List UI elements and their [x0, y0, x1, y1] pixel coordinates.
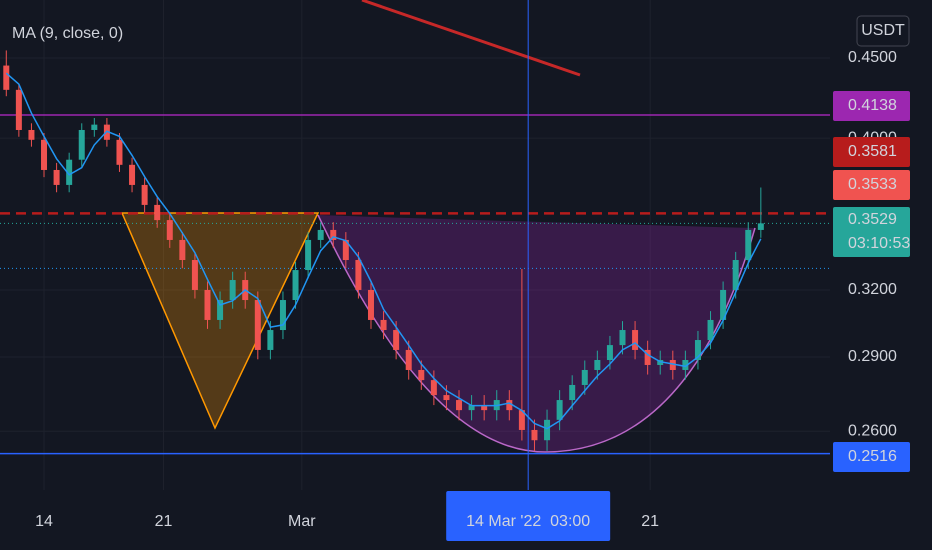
price-tag — [833, 137, 910, 167]
price-tag-label: 0.4138 — [848, 97, 897, 114]
countdown-label: 03:10:53 — [848, 235, 910, 252]
currency-button[interactable] — [856, 15, 910, 47]
candle-body — [317, 229, 324, 240]
candle-body — [531, 429, 538, 441]
candle-body — [405, 349, 412, 370]
candle-body — [191, 260, 198, 290]
candle-body — [179, 239, 186, 261]
candle-body — [581, 369, 588, 385]
candle-body — [669, 360, 676, 370]
candle-body — [745, 229, 752, 261]
candle-body — [606, 345, 613, 361]
candle-body — [28, 129, 35, 140]
candle-body — [556, 400, 563, 420]
candle-body — [279, 300, 286, 331]
candle-body — [518, 410, 525, 430]
candle-body — [154, 204, 161, 221]
y-tick-label: 0.2600 — [848, 422, 897, 439]
candle-body — [380, 319, 387, 331]
candle-body — [330, 229, 337, 240]
candle-body — [78, 129, 85, 160]
ma-line — [5, 72, 762, 430]
candle-body — [267, 330, 274, 350]
candle-body — [632, 330, 639, 350]
candle-body — [41, 139, 48, 170]
plot — [0, 0, 830, 490]
candle-body — [619, 330, 626, 346]
candle-body — [229, 280, 236, 301]
candle-body — [166, 220, 173, 240]
candle-body — [430, 380, 437, 396]
price-tag — [833, 207, 910, 257]
candle-body — [292, 270, 299, 301]
trend-line — [361, 0, 581, 77]
price-tag-label: 0.3529 — [848, 211, 897, 228]
indicator-title: MA (9, close, 0) — [12, 25, 123, 42]
price-tag-label: 0.2516 — [848, 448, 897, 465]
candle-body — [644, 349, 651, 365]
candle-body — [732, 260, 739, 290]
candle-body — [204, 289, 211, 320]
y-tick-label: 0.4500 — [848, 49, 897, 66]
candle-body — [342, 239, 349, 261]
candle-body — [367, 289, 374, 320]
candle-body — [594, 360, 601, 370]
x-tick-label: Mar — [288, 513, 316, 530]
candle-body — [116, 139, 123, 165]
candle-body — [694, 340, 701, 361]
candle-body — [569, 384, 576, 401]
price-tag — [833, 91, 910, 121]
price-tag — [833, 442, 910, 472]
candle-body — [657, 360, 664, 365]
x-tick-label: 21 — [641, 513, 659, 530]
candle-body — [393, 330, 400, 350]
y-tick-label: 0.3200 — [848, 281, 897, 298]
candle-body — [141, 184, 148, 205]
crosshair-tag — [446, 491, 611, 541]
candle-body — [481, 405, 488, 411]
candle-body — [254, 300, 261, 350]
candle-body — [443, 395, 450, 401]
candle-body — [91, 124, 98, 130]
candle-body — [53, 169, 60, 185]
candle-body — [66, 159, 73, 185]
x-tick-label: 14 — [35, 513, 53, 530]
candle-body — [3, 65, 10, 90]
candle-body — [468, 405, 475, 411]
candle-body — [355, 260, 362, 290]
pattern-cup — [318, 215, 755, 452]
crosshair-label: 14 Mar '22 03:00 — [466, 513, 590, 530]
grid — [0, 0, 830, 490]
currency-label[interactable]: USDT — [861, 22, 905, 39]
candle-body — [305, 239, 312, 271]
x-tick-label: 21 — [155, 513, 173, 530]
candle-body — [544, 419, 551, 441]
candle-body — [15, 89, 22, 130]
candle-body — [129, 164, 136, 185]
candle-body — [707, 319, 714, 341]
price-tag-label: 0.3533 — [848, 176, 897, 193]
candle-body — [757, 223, 764, 230]
candle-body — [418, 369, 425, 381]
candle-body — [506, 400, 513, 411]
price-tag — [833, 170, 910, 200]
y-tick-label: 0.2900 — [848, 348, 897, 365]
candle-body — [456, 400, 463, 411]
candle-body — [217, 300, 224, 320]
price-tag-label: 0.3581 — [848, 143, 897, 160]
candle-body — [720, 289, 727, 320]
candle-body — [682, 360, 689, 370]
